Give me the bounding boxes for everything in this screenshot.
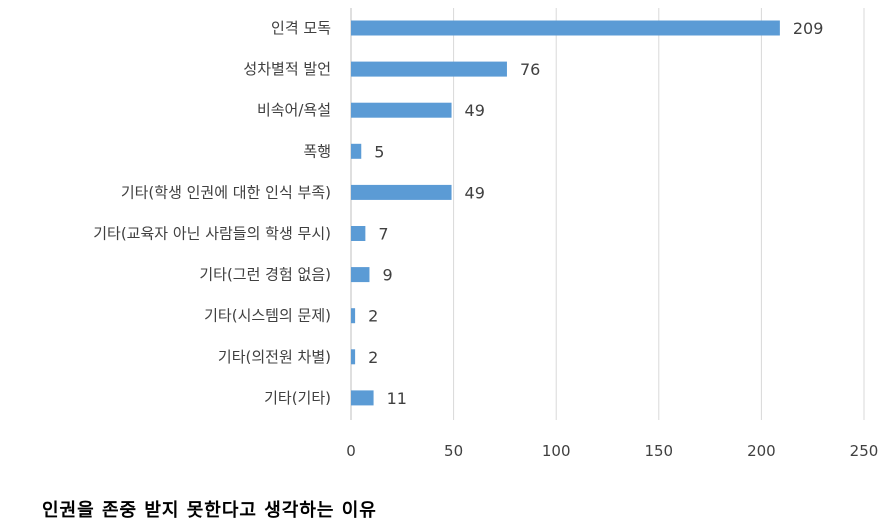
bar	[351, 308, 356, 324]
category-label: 비속어/욕설	[257, 101, 331, 119]
data-label: 49	[465, 101, 485, 120]
bar	[351, 143, 362, 159]
data-label: 2	[368, 307, 378, 326]
bar	[351, 184, 452, 200]
category-label: 성차별적 발언	[243, 60, 331, 78]
category-label: 기타(교육자 아닌 사람들의 학생 무시)	[93, 225, 331, 243]
bar	[351, 20, 780, 36]
bar	[351, 226, 366, 241]
x-axis-tick-labels: 0 50 100 150 200 250	[346, 442, 878, 460]
bar	[351, 390, 374, 406]
x-tick-label: 250	[850, 442, 879, 460]
category-label: 기타(기타)	[264, 389, 331, 407]
category-label: 인격 모독	[271, 19, 331, 37]
value-labels: 209 76 49 5 49 7 9 2 2 11	[368, 19, 823, 408]
bar	[351, 349, 356, 365]
category-label: 기타(학생 인권에 대한 인식 부족)	[121, 183, 331, 201]
data-label: 76	[520, 60, 540, 79]
x-tick-label: 50	[444, 442, 463, 460]
data-label: 5	[374, 142, 384, 161]
data-label: 7	[378, 225, 388, 244]
category-label: 폭행	[303, 142, 331, 160]
data-label: 209	[793, 19, 824, 38]
category-label: 기타(그런 경험 없음)	[199, 266, 331, 284]
bar	[351, 61, 507, 77]
category-label: 기타(의전원 차별)	[218, 348, 331, 366]
data-label: 49	[465, 183, 485, 202]
data-label: 2	[368, 348, 378, 367]
x-tick-label: 100	[542, 442, 571, 460]
x-tick-label: 200	[747, 442, 776, 460]
x-tick-label: 0	[346, 442, 356, 460]
data-label: 11	[387, 389, 407, 408]
data-label: 9	[382, 266, 392, 285]
bar	[351, 267, 370, 283]
category-label: 기타(시스템의 문제)	[204, 307, 331, 325]
chart-title: 인권을 존중 받지 못한다고 생각하는 이유	[42, 500, 377, 521]
bar	[351, 102, 452, 118]
bars	[351, 20, 780, 406]
x-tick-label: 150	[644, 442, 673, 460]
